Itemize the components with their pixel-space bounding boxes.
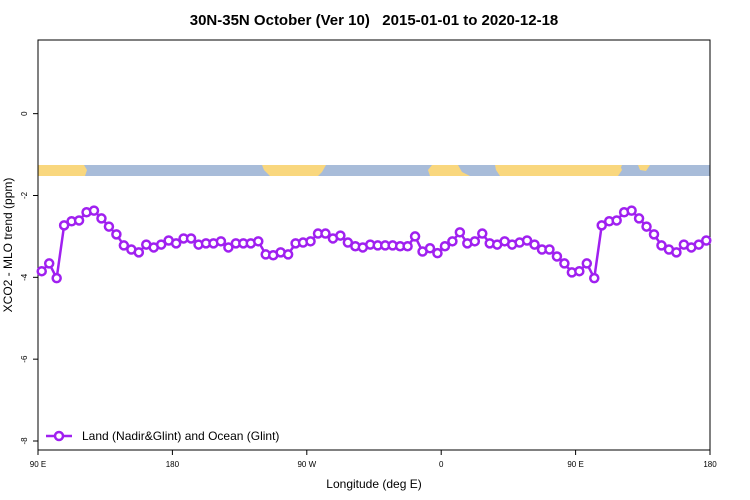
data-point bbox=[320, 228, 331, 239]
data-point bbox=[656, 240, 667, 251]
data-point bbox=[118, 240, 130, 251]
data-point bbox=[574, 265, 585, 277]
data-point bbox=[641, 221, 652, 232]
data-point bbox=[611, 215, 622, 226]
x-tick-label: 180 bbox=[166, 460, 180, 469]
data-point bbox=[477, 228, 488, 239]
legend-label: Land (Nadir&Glint) and Ocean (Glint) bbox=[82, 429, 279, 443]
data-point bbox=[36, 265, 47, 277]
x-tick-label: 180 bbox=[703, 460, 717, 469]
data-point bbox=[454, 227, 466, 238]
y-tick-label: 0 bbox=[20, 111, 29, 116]
data-point bbox=[215, 236, 227, 247]
data-point bbox=[185, 233, 197, 244]
data-point bbox=[521, 235, 533, 246]
data-point bbox=[447, 236, 458, 247]
data-point bbox=[596, 220, 607, 231]
data-point bbox=[551, 251, 563, 262]
plot-frame bbox=[37, 39, 711, 451]
data-point bbox=[671, 247, 682, 258]
x-tick-label: 90 E bbox=[30, 460, 46, 469]
legend: Land (Nadir&Glint) and Ocean (Glint) bbox=[46, 429, 279, 443]
data-point bbox=[559, 258, 570, 269]
data-point bbox=[43, 258, 55, 269]
data-point bbox=[133, 247, 145, 258]
data-point bbox=[409, 231, 421, 242]
data-point bbox=[633, 213, 645, 224]
data-point bbox=[648, 229, 660, 240]
data-point bbox=[305, 236, 316, 247]
x-tick-label: 90 E bbox=[567, 460, 583, 469]
data-point bbox=[335, 230, 346, 241]
y-tick-label: -4 bbox=[20, 273, 29, 281]
data-point bbox=[544, 244, 555, 255]
data-point bbox=[170, 238, 182, 249]
data-point bbox=[439, 240, 451, 252]
data-point bbox=[626, 205, 637, 216]
data-point bbox=[58, 220, 70, 231]
legend-marker bbox=[53, 430, 65, 442]
data-point bbox=[693, 239, 705, 250]
data-point bbox=[589, 272, 600, 284]
data-point bbox=[96, 213, 107, 224]
data-point bbox=[282, 249, 294, 260]
x-tick-label: 90 W bbox=[297, 460, 316, 469]
data-point bbox=[424, 243, 436, 254]
y-axis-label: XCO2 - MLO trend (ppm) bbox=[1, 178, 15, 313]
y-tick-label: -8 bbox=[20, 437, 29, 445]
data-point bbox=[223, 242, 234, 253]
data-point bbox=[88, 205, 100, 216]
data-point bbox=[103, 221, 115, 232]
y-tick-label: -2 bbox=[20, 191, 29, 199]
data-point bbox=[111, 229, 122, 240]
data-point bbox=[529, 239, 540, 250]
y-tick-label: -6 bbox=[20, 355, 29, 363]
land-ocean-strip bbox=[38, 165, 710, 176]
data-point bbox=[155, 239, 167, 250]
data-point bbox=[701, 235, 712, 246]
data-point bbox=[253, 236, 264, 247]
data-point bbox=[469, 236, 481, 247]
x-tick-label: 0 bbox=[439, 460, 444, 469]
data-point bbox=[581, 258, 593, 269]
x-axis-label: Longitude (deg E) bbox=[326, 477, 421, 491]
chart-title: 30N-35N October (Ver 10) 2015-01-01 to 2… bbox=[190, 12, 559, 29]
data-point bbox=[51, 272, 62, 284]
data-point bbox=[432, 247, 443, 259]
data-point bbox=[402, 240, 413, 252]
data-point bbox=[73, 215, 85, 226]
